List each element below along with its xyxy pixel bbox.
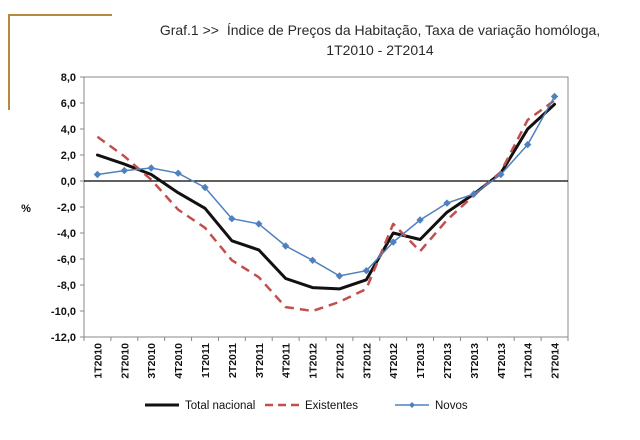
x-tick-label: 4T2011 bbox=[281, 343, 293, 378]
data-point-novos bbox=[550, 92, 559, 101]
legend-marker-novos bbox=[409, 402, 415, 408]
y-axis-label: % bbox=[21, 203, 31, 215]
x-tick-label: 2T2014 bbox=[550, 343, 562, 379]
data-point-novos bbox=[174, 169, 182, 177]
x-tick-label: 2T2011 bbox=[227, 343, 239, 378]
x-tick-label: 3T2010 bbox=[146, 343, 158, 379]
x-tick-label: 2T2010 bbox=[119, 343, 131, 379]
data-point-novos bbox=[443, 199, 451, 207]
data-point-novos bbox=[228, 214, 236, 223]
data-point-novos bbox=[281, 242, 290, 250]
data-point-novos bbox=[93, 170, 102, 179]
y-tick-label: 4,0 bbox=[61, 124, 76, 136]
series-line-existentes bbox=[96, 99, 556, 313]
data-point-novos bbox=[497, 170, 505, 179]
data-point-novos bbox=[335, 272, 344, 280]
x-tick-label: 1T2011 bbox=[200, 343, 212, 378]
y-tick-label: -8,0 bbox=[57, 280, 76, 292]
y-tick-label: -4,0 bbox=[57, 228, 76, 240]
data-point-novos bbox=[470, 190, 478, 198]
series-line-novos bbox=[96, 95, 556, 277]
decorative-horizontal-line bbox=[8, 14, 112, 16]
plot-area-border bbox=[83, 76, 569, 338]
data-point-novos bbox=[120, 166, 129, 175]
x-tick-label: 4T2010 bbox=[173, 343, 185, 379]
x-tick-label: 1T2014 bbox=[523, 343, 535, 379]
chart-title: Graf.1 >> Índice de Preços da Habitação,… bbox=[130, 20, 630, 60]
y-tick-label: -10,0 bbox=[51, 306, 76, 318]
legend-label: Existentes bbox=[305, 400, 358, 412]
y-tick-label: 0,0 bbox=[61, 176, 76, 188]
data-point-novos bbox=[201, 183, 209, 192]
data-point-novos bbox=[523, 140, 532, 149]
x-tick-label: 1T2013 bbox=[415, 343, 427, 379]
chart-title-prefix: Graf.1 >> bbox=[159, 22, 219, 38]
x-tick-label: 2T2013 bbox=[442, 343, 454, 379]
x-tick-label: 3T2011 bbox=[254, 343, 266, 378]
data-point-novos bbox=[416, 216, 424, 224]
data-point-novos bbox=[147, 164, 155, 172]
x-tick-label: 1T2010 bbox=[92, 343, 104, 379]
decorative-vertical-line bbox=[8, 14, 10, 110]
legend-label: Total nacional bbox=[185, 400, 255, 412]
chart-subtitle: 1T2010 - 2T2014 bbox=[326, 42, 434, 58]
x-tick-label: 3T2012 bbox=[361, 343, 373, 379]
y-tick-label: 8,0 bbox=[61, 72, 76, 84]
y-tick-label: -6,0 bbox=[57, 254, 76, 266]
chart-title-text: Índice de Preços da Habitação, Taxa de v… bbox=[226, 22, 601, 38]
data-point-novos bbox=[362, 266, 371, 275]
x-tick-label: 3T2013 bbox=[469, 343, 481, 379]
data-point-novos bbox=[308, 256, 317, 265]
x-tick-label: 4T2013 bbox=[496, 343, 508, 379]
data-point-novos bbox=[255, 220, 263, 228]
legend-label: Novos bbox=[435, 400, 468, 412]
y-tick-label: -12,0 bbox=[51, 332, 76, 344]
y-tick-label: 2,0 bbox=[61, 150, 76, 162]
x-tick-label: 4T2012 bbox=[388, 343, 400, 379]
y-tick-label: -2,0 bbox=[57, 202, 76, 214]
x-tick-label: 1T2012 bbox=[308, 343, 320, 379]
x-tick-label: 2T2012 bbox=[334, 343, 346, 379]
data-point-novos bbox=[389, 238, 397, 246]
y-tick-label: 6,0 bbox=[61, 98, 76, 110]
